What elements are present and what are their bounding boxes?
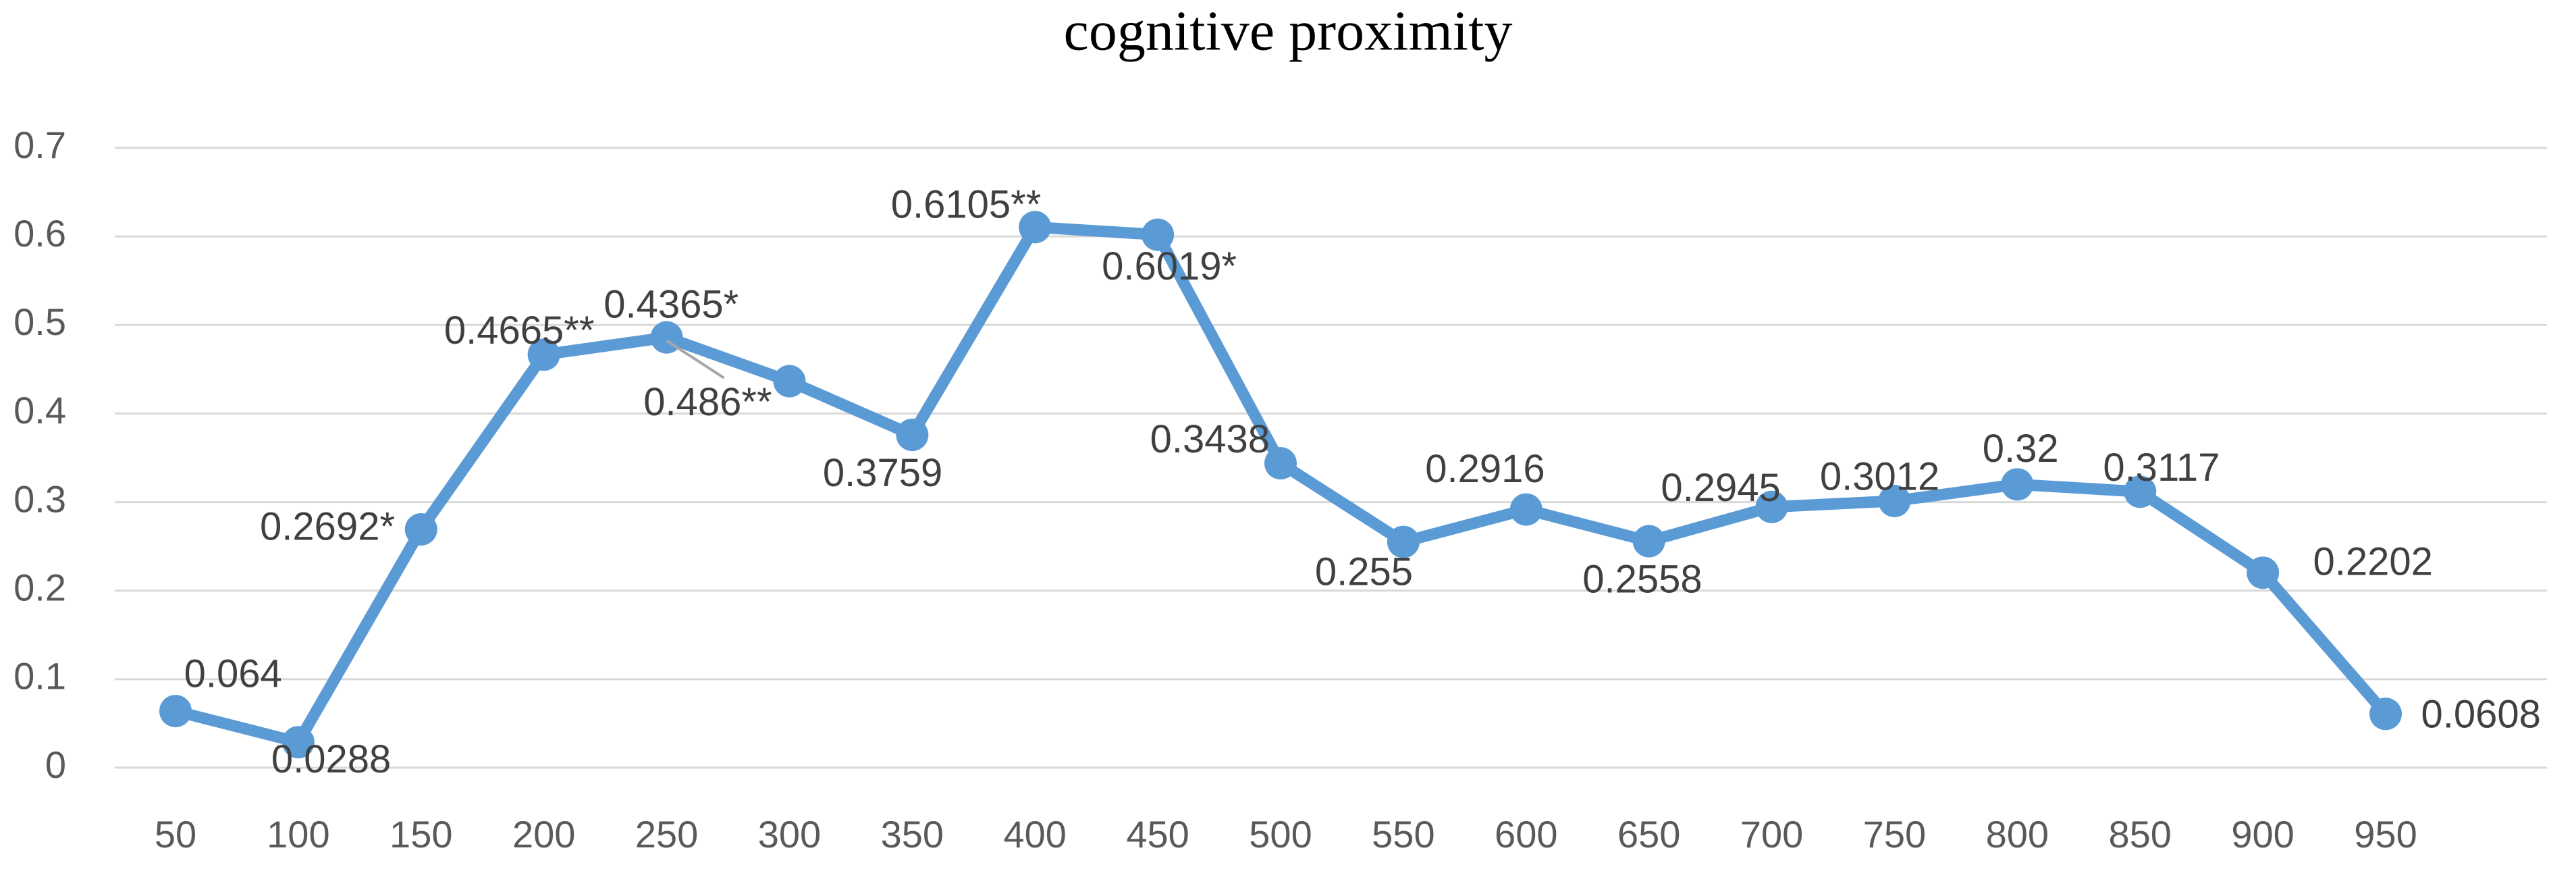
x-tick-label: 850 — [2109, 813, 2172, 855]
point-marker — [527, 338, 560, 371]
point-marker — [1142, 218, 1175, 251]
chart-title: cognitive proximity — [1064, 0, 1513, 62]
data-label: 0.6105** — [891, 182, 1042, 226]
leader-line — [666, 339, 725, 379]
data-label: 0.4665** — [444, 309, 595, 352]
data-label: 0.2945 — [1661, 466, 1780, 510]
y-tick-label: 0.1 — [14, 655, 66, 697]
point-marker — [773, 365, 806, 398]
point-marker — [1509, 493, 1542, 526]
data-label: 0.32 — [1983, 427, 2059, 471]
data-label: 0.2692* — [260, 504, 395, 548]
point-marker — [2124, 475, 2157, 508]
x-tick-label: 950 — [2354, 813, 2417, 855]
x-tick-label: 450 — [1126, 813, 1189, 855]
point-marker — [1264, 447, 1297, 480]
point-marker — [2369, 697, 2402, 731]
data-label: 0.2202 — [2313, 539, 2432, 583]
x-tick-label: 350 — [881, 813, 944, 855]
x-tick-label: 600 — [1495, 813, 1557, 855]
x-tick-label: 650 — [1617, 813, 1680, 855]
y-tick-label: 0.5 — [14, 300, 66, 343]
data-label: 0.6019* — [1102, 244, 1237, 288]
x-tick-label: 250 — [635, 813, 698, 855]
x-tick-label: 900 — [2231, 813, 2294, 855]
data-label: 0.3438 — [1150, 417, 1270, 461]
y-tick-label: 0.7 — [14, 124, 66, 166]
x-tick-label: 50 — [155, 813, 196, 855]
point-marker — [896, 419, 929, 452]
point-marker — [1387, 525, 1420, 558]
data-label: 0.255 — [1315, 550, 1413, 594]
x-tick-label: 500 — [1249, 813, 1312, 855]
point-marker — [1019, 211, 1052, 244]
x-tick-label: 800 — [1986, 813, 2049, 855]
data-label: 0.2558 — [1582, 558, 1702, 602]
data-label: 0.486** — [643, 380, 772, 424]
point-marker — [1878, 484, 1911, 517]
x-tick-label: 100 — [267, 813, 329, 855]
x-tick-label: 150 — [390, 813, 452, 855]
y-tick-label: 0.4 — [14, 389, 66, 431]
point-marker — [2247, 556, 2280, 589]
x-tick-label: 400 — [1004, 813, 1067, 855]
y-tick-label: 0 — [45, 743, 66, 786]
point-marker — [2001, 468, 2034, 501]
y-tick-label: 0.6 — [14, 212, 66, 255]
x-tick-label: 300 — [758, 813, 821, 855]
data-label: 0.064 — [184, 652, 282, 695]
data-label: 0.2916 — [1425, 447, 1545, 491]
y-tick-label: 0.2 — [14, 567, 66, 609]
data-label: 0.3117 — [2103, 446, 2220, 490]
data-label: 0.0288 — [271, 737, 391, 781]
point-marker — [1755, 490, 1788, 523]
data-label: 0.4365* — [603, 282, 739, 326]
x-tick-label: 700 — [1740, 813, 1803, 855]
point-marker — [281, 726, 315, 759]
x-tick-label: 550 — [1372, 813, 1434, 855]
data-label: 0.3759 — [823, 451, 942, 495]
x-tick-label: 200 — [512, 813, 575, 855]
point-marker — [1632, 525, 1665, 558]
point-marker — [159, 695, 192, 728]
y-tick-label: 0.3 — [14, 477, 66, 520]
series-line — [169, 221, 2392, 748]
data-label: 0.0608 — [2421, 692, 2540, 736]
data-label: 0.3012 — [1820, 455, 1939, 499]
point-marker — [404, 512, 437, 546]
x-tick-label: 750 — [1863, 813, 1926, 855]
